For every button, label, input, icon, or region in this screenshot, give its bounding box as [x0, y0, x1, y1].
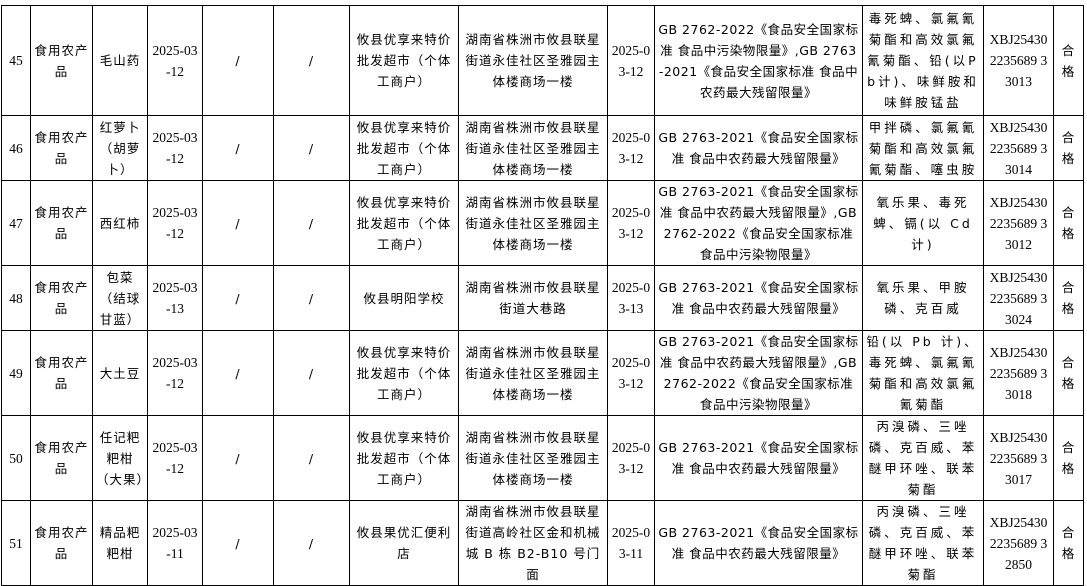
empty-field-cell: /	[202, 180, 274, 266]
product-name-cell: 包菜（结球甘蓝）	[92, 265, 148, 331]
row-number-cell: 48	[1, 265, 31, 331]
empty-field-cell: /	[273, 5, 350, 116]
test-items-cell: 氧乐果、毒死蜱、镉(以 Cd 计)	[862, 180, 984, 266]
sampling-date-cell: 2025-03-11	[607, 500, 655, 586]
empty-field-cell: /	[273, 180, 350, 266]
empty-field-cell: /	[202, 115, 274, 181]
table-row: 45 食用农产品 毛山药 2025-03-12// 攸县优享来特价批发超市（个体工商户）…	[1, 5, 1084, 116]
seller-address-cell: 湖南省株洲市攸县联星街道永佳社区圣雅园主体楼商场一楼	[458, 330, 608, 416]
report-number-cell: XBJ254302235689 33024	[983, 265, 1054, 331]
production-date-cell: 2025-03-13	[147, 265, 203, 331]
test-items-cell: 毒死蜱、氯氟氰菊酯和高效氯氟氰菊酯、铅(以Pb计)、味鲜胺和味鲜胺锰盐	[862, 5, 984, 116]
seller-name-cell: 攸县优享来特价批发超市（个体工商户）	[349, 115, 459, 181]
standard-cell: GB 2763-2021《食品安全国家标准 食品中农药最大残留限量》	[654, 115, 863, 181]
empty-field-cell: /	[202, 330, 274, 416]
result-cell: 合格	[1053, 415, 1084, 501]
empty-field-cell: /	[273, 115, 350, 181]
product-name-cell: 大土豆	[92, 330, 148, 416]
empty-field-cell: /	[273, 500, 350, 586]
sampling-date-cell: 2025-03-12	[607, 180, 655, 266]
table-row: 50 食用农产品 任记粑粑柑（大果） 2025-03-12// 攸县优享来特价批发超市（…	[1, 415, 1084, 501]
result-cell: 合格	[1053, 265, 1084, 331]
seller-name-cell: 攸县优享来特价批发超市（个体工商户）	[349, 330, 459, 416]
standard-cell: GB 2763-2021《食品安全国家标准 食品中农药最大残留限量》	[654, 415, 863, 501]
result-cell: 合格	[1053, 180, 1084, 266]
standard-cell: GB 2763-2021《食品安全国家标准 食品中农药最大残留限量》,GB 27…	[654, 180, 863, 266]
product-name-cell: 毛山药	[92, 5, 148, 116]
seller-name-cell: 攸县优享来特价批发超市（个体工商户）	[349, 5, 459, 116]
empty-field-cell: /	[273, 330, 350, 416]
report-number-cell: XBJ254302235689 33014	[983, 115, 1054, 181]
report-number-cell: XBJ254302235689 33017	[983, 415, 1054, 501]
report-number-cell: XBJ254302235689 33018	[983, 330, 1054, 416]
table-row: 49 食用农产品 大土豆 2025-03-12// 攸县优享来特价批发超市（个体工商户）…	[1, 330, 1084, 416]
empty-field-cell: /	[202, 5, 274, 116]
sampling-date-cell: 2025-03-12	[607, 5, 655, 116]
sampling-date-cell: 2025-03-12	[607, 415, 655, 501]
empty-field-cell: /	[273, 265, 350, 331]
category-cell: 食用农产品	[30, 265, 93, 331]
report-number-cell: XBJ254302235689 32850	[983, 500, 1054, 586]
seller-address-cell: 湖南省株洲市攸县联星街道永佳社区圣雅园主体楼商场一楼	[458, 115, 608, 181]
production-date-cell: 2025-03-12	[147, 180, 203, 266]
production-date-cell: 2025-03-12	[147, 5, 203, 116]
table-row: 48 食用农产品 包菜（结球甘蓝） 2025-03-13// 攸县明阳学校 湖南省株洲市攸…	[1, 265, 1084, 331]
report-number-cell: XBJ254302235689 33013	[983, 5, 1054, 116]
category-cell: 食用农产品	[30, 115, 93, 181]
row-number-cell: 51	[1, 500, 31, 586]
empty-field-cell: /	[202, 415, 274, 501]
test-items-cell: 氧乐果、甲胺磷、克百威	[862, 265, 984, 331]
test-items-cell: 丙溴磷、三唑磷、克百威、苯醚甲环唑、联苯菊酯	[862, 500, 984, 586]
row-number-cell: 50	[1, 415, 31, 501]
seller-name-cell: 攸县优享来特价批发超市（个体工商户）	[349, 180, 459, 266]
seller-name-cell: 攸县果优汇便利店	[349, 500, 459, 586]
seller-address-cell: 湖南省株洲市攸县联星街道永佳社区圣雅园主体楼商场一楼	[458, 180, 608, 266]
sampling-date-cell: 2025-03-12	[607, 115, 655, 181]
table-row: 47 食用农产品 西红柿 2025-03-12// 攸县优享来特价批发超市（个体工商户）…	[1, 180, 1084, 266]
result-cell: 合格	[1053, 330, 1084, 416]
production-date-cell: 2025-03-12	[147, 330, 203, 416]
seller-name-cell: 攸县优享来特价批发超市（个体工商户）	[349, 415, 459, 501]
seller-address-cell: 湖南省株洲市攸县联星街道永佳社区圣雅园主体楼商场一楼	[458, 415, 608, 501]
result-cell: 合格	[1053, 5, 1084, 116]
test-items-cell: 甲拌磷、氯氟氰菊酯和高效氯氟氰菊酯、噻虫胺	[862, 115, 984, 181]
standard-cell: GB 2763-2021《食品安全国家标准 食品中农药最大残留限量》	[654, 500, 863, 586]
row-number-cell: 46	[1, 115, 31, 181]
row-number-cell: 47	[1, 180, 31, 266]
standard-cell: GB 2762-2022《食品安全国家标准 食品中污染物限量》,GB 2763-…	[654, 5, 863, 116]
table-row: 46 食用农产品 红萝卜（胡萝卜） 2025-03-12// 攸县优享来特价批发超市（个…	[1, 115, 1084, 181]
empty-field-cell: /	[202, 265, 274, 331]
row-number-cell: 49	[1, 330, 31, 416]
inspection-results-table: 45 食用农产品 毛山药 2025-03-12// 攸县优享来特价批发超市（个体工商户）…	[1, 5, 1084, 586]
seller-address-cell: 湖南省株洲市攸县联星街道大巷路	[458, 265, 608, 331]
test-items-cell: 铅(以 Pb 计)、毒死蜱、氯氟氰菊酯和高效氯氟氰菊酯	[862, 330, 984, 416]
product-name-cell: 任记粑粑柑（大果）	[92, 415, 149, 501]
table-row: 51 食用农产品 精品粑粑柑 2025-03-11// 攸县果优汇便利店 湖南省株洲市攸县…	[1, 500, 1084, 586]
row-number-cell: 45	[1, 5, 31, 116]
category-cell: 食用农产品	[30, 415, 93, 501]
production-date-cell: 2025-03-11	[147, 500, 203, 586]
test-items-cell: 丙溴磷、三唑磷、克百威、苯醚甲环唑、联苯菊酯	[862, 415, 984, 501]
category-cell: 食用农产品	[30, 180, 93, 266]
empty-field-cell: /	[202, 500, 274, 586]
product-name-cell: 精品粑粑柑	[92, 500, 148, 586]
product-name-cell: 西红柿	[92, 180, 148, 266]
seller-address-cell: 湖南省株洲市攸县联星街道永佳社区圣雅园主体楼商场一楼	[458, 5, 608, 116]
result-cell: 合格	[1053, 500, 1084, 586]
sampling-date-cell: 2025-03-13	[607, 265, 655, 331]
seller-name-cell: 攸县明阳学校	[349, 265, 459, 331]
category-cell: 食用农产品	[30, 330, 93, 416]
standard-cell: GB 2763-2021《食品安全国家标准 食品中农药最大残留限量》,GB 27…	[654, 330, 863, 416]
seller-address-cell: 湖南省株洲市攸县联星街道高岭社区金和机械城 B 栋 B2-B10 号门面	[458, 500, 608, 586]
category-cell: 食用农产品	[30, 500, 93, 586]
result-cell: 合格	[1053, 115, 1084, 181]
category-cell: 食用农产品	[30, 5, 93, 116]
standard-cell: GB 2763-2021《食品安全国家标准 食品中农药最大残留限量》	[654, 265, 863, 331]
sampling-date-cell: 2025-03-12	[607, 330, 655, 416]
empty-field-cell: /	[273, 415, 350, 501]
production-date-cell: 2025-03-12	[147, 415, 203, 501]
product-name-cell: 红萝卜（胡萝卜）	[92, 115, 148, 181]
production-date-cell: 2025-03-12	[147, 115, 203, 181]
report-number-cell: XBJ254302235689 33012	[983, 180, 1054, 266]
